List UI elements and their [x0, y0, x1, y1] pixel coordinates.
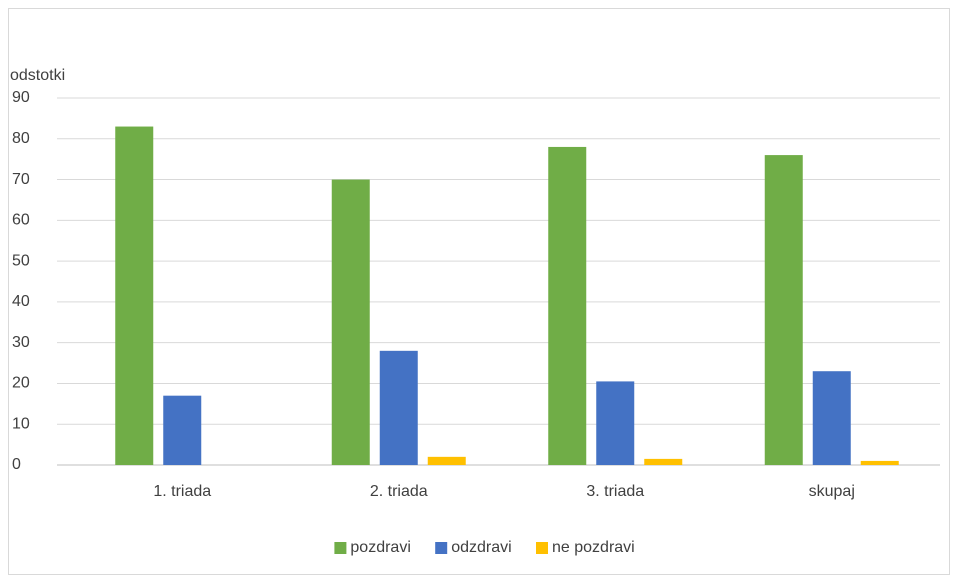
- y-tick-label: 60: [12, 212, 30, 229]
- y-tick-label: 50: [12, 252, 30, 269]
- x-tick-label: 3. triada: [586, 483, 644, 500]
- bar: [115, 126, 154, 466]
- bar: [331, 179, 370, 466]
- legend-label: odzdravi: [451, 539, 511, 556]
- bar: [860, 460, 899, 465]
- legend-label: pozdravi: [350, 539, 410, 556]
- legend-swatch: [435, 542, 448, 554]
- y-tick-label: 20: [12, 375, 30, 392]
- bar: [163, 395, 202, 465]
- bar: [379, 350, 418, 465]
- y-tick-label: 70: [12, 171, 30, 188]
- bar: [764, 155, 803, 466]
- y-tick-label: 40: [12, 293, 30, 310]
- x-tick-label: 1. triada: [153, 483, 211, 500]
- legend-label: ne pozdravi: [552, 539, 635, 556]
- bar: [812, 371, 851, 465]
- legend-swatch: [334, 542, 347, 554]
- y-tick-label: 30: [12, 334, 30, 351]
- y-tick-label: 90: [12, 89, 30, 106]
- bar: [596, 381, 635, 465]
- y-axis-label: odstotki: [10, 67, 65, 84]
- y-tick-label: 80: [12, 130, 30, 147]
- y-tick-label: 0: [12, 456, 21, 473]
- x-tick-label: skupaj: [809, 483, 855, 500]
- bar: [644, 458, 683, 465]
- legend-swatch: [536, 542, 548, 554]
- bar: [427, 456, 466, 465]
- y-tick-label: 10: [12, 415, 30, 432]
- x-tick-label: 2. triada: [370, 483, 428, 500]
- bar: [548, 146, 587, 465]
